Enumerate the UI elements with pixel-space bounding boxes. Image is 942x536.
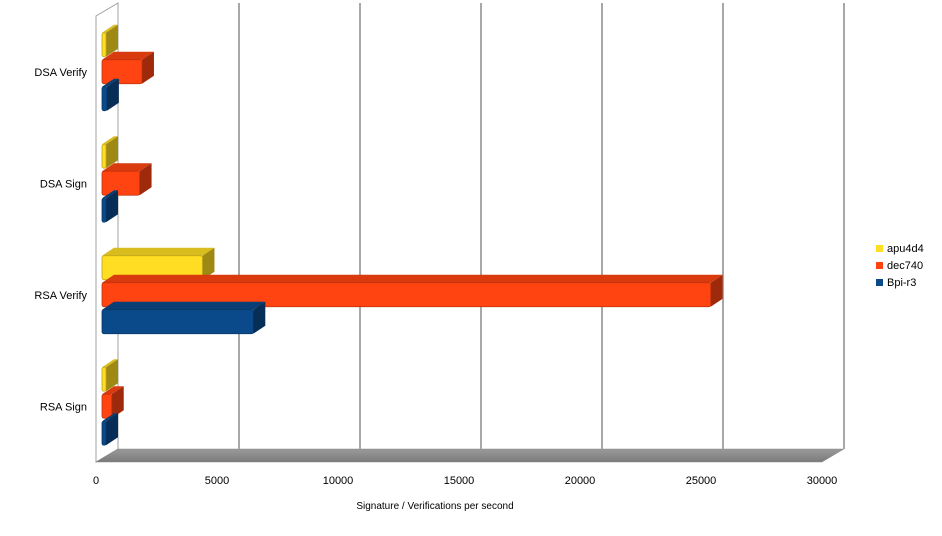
bar-top-face	[102, 386, 124, 395]
bar-top-face	[102, 247, 215, 256]
legend-swatch	[876, 262, 883, 269]
bar	[101, 24, 118, 58]
bar	[101, 78, 119, 112]
bar-end-face	[141, 51, 154, 84]
x-tick-label: 0	[93, 475, 99, 487]
y-category-label: DSA Sign	[40, 178, 87, 190]
legend-item: Bpi-r3	[876, 274, 924, 291]
bar-top-face	[102, 51, 154, 60]
chart-walls	[95, 2, 845, 463]
bar-top-face	[102, 24, 118, 33]
bar-end-face	[106, 413, 118, 446]
bar-end-face	[106, 190, 118, 223]
x-tick-label: 20000	[565, 475, 596, 487]
bar-top-face	[102, 78, 119, 87]
bar-end-face	[111, 386, 124, 419]
x-tick-label: 10000	[323, 475, 354, 487]
bar-front-face	[101, 366, 107, 392]
bar-top-face	[102, 274, 723, 283]
x-tick-label: 5000	[205, 475, 229, 487]
bar-front-face	[101, 282, 712, 308]
bar-end-face	[106, 24, 118, 57]
bar	[101, 136, 118, 169]
y-category-labels: DSA Verify DSA Sign RSA Verify RSA Sign	[34, 67, 87, 414]
y-category-label: RSA Sign	[40, 401, 87, 413]
bar-front-face	[101, 170, 140, 196]
legend-label: Bpi-r3	[887, 276, 917, 289]
bar-end-face	[106, 136, 118, 169]
bar	[101, 190, 118, 223]
x-axis-title: Signature / Verifications per second	[356, 501, 513, 512]
legend-item: apu4d4	[876, 240, 924, 257]
bar	[101, 247, 215, 281]
bar-top-face	[102, 163, 152, 172]
x-tick-label: 30000	[807, 475, 838, 487]
bar-front-face	[101, 32, 107, 58]
legend: apu4d4 dec740 Bpi-r3	[876, 240, 924, 291]
bar	[101, 413, 118, 446]
bar-top-face	[102, 359, 118, 368]
bar-front-face	[101, 197, 107, 223]
legend-label: dec740	[887, 259, 924, 272]
bar-end-face	[139, 163, 152, 196]
legend-swatch	[876, 279, 883, 286]
x-tick-label: 25000	[686, 475, 717, 487]
bar-front-face	[101, 86, 108, 112]
bar-top-face	[102, 136, 118, 145]
legend-item: dec740	[876, 257, 924, 274]
x-tick-label: 15000	[444, 475, 475, 487]
bars	[101, 24, 723, 446]
bar-end-face	[106, 78, 119, 111]
bar	[101, 386, 124, 419]
bar-front-face	[101, 420, 107, 446]
bar	[101, 274, 723, 308]
gridlines	[238, 3, 845, 449]
bar	[101, 51, 154, 85]
bar-end-face	[710, 274, 723, 307]
bar-end-face	[106, 359, 118, 392]
bar-front-face	[101, 59, 143, 85]
bar-top-face	[102, 301, 266, 310]
bar-front-face	[101, 393, 113, 419]
legend-label: apu4d4	[887, 242, 924, 255]
bar-top-face	[102, 190, 118, 199]
legend-swatch	[876, 245, 883, 252]
chart-floor	[95, 448, 845, 463]
bar-front-face	[101, 143, 107, 169]
bar	[101, 163, 152, 196]
bar-top-face	[102, 413, 118, 422]
bar-end-face	[202, 247, 215, 280]
bar-end-face	[253, 301, 266, 334]
y-category-label: DSA Verify	[34, 67, 87, 79]
bar-front-face	[101, 309, 254, 335]
y-category-label: RSA Verify	[34, 290, 87, 302]
bar	[101, 359, 118, 392]
bar	[101, 301, 266, 335]
x-tick-labels: 0 5000 10000 15000 20000 25000 30000	[93, 475, 837, 487]
